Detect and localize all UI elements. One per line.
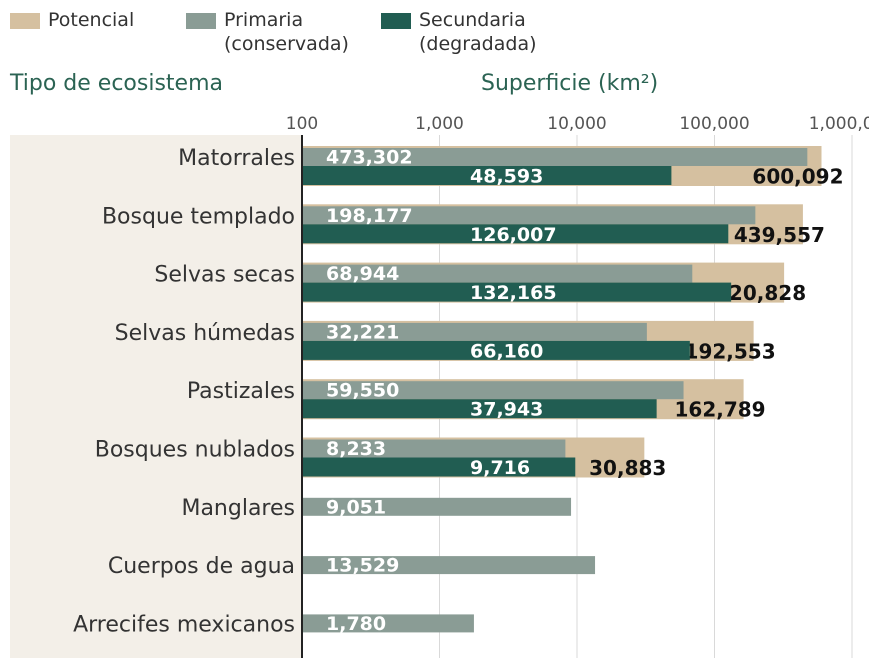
value-label: 162,789 bbox=[675, 398, 766, 422]
bar bbox=[302, 457, 576, 477]
value-label: 37,943 bbox=[470, 399, 543, 421]
category-label: Manglares bbox=[181, 496, 295, 521]
value-label: 8,233 bbox=[326, 438, 386, 460]
bar bbox=[302, 340, 690, 360]
legend-label: Primaria (conservada) bbox=[224, 9, 349, 55]
x-tick-label: 10,000 bbox=[547, 114, 606, 134]
value-label: 32,221 bbox=[326, 321, 399, 343]
category-label: Matorrales bbox=[178, 146, 295, 171]
value-label: 30,883 bbox=[589, 456, 666, 480]
value-label: 66,160 bbox=[470, 340, 543, 362]
bar bbox=[302, 614, 474, 633]
bar bbox=[302, 224, 729, 244]
value-label: 9,051 bbox=[326, 496, 386, 518]
value-label: 198,177 bbox=[326, 205, 413, 227]
x-tick-label: 1,000 bbox=[415, 114, 464, 134]
legend-item: Potencial bbox=[10, 8, 134, 32]
legend-item: Primaria (conservada) bbox=[186, 8, 349, 56]
value-label: 68,944 bbox=[326, 263, 399, 285]
value-label: 48,593 bbox=[470, 166, 543, 188]
value-label: 192,553 bbox=[685, 339, 776, 363]
bar bbox=[302, 497, 572, 516]
bar bbox=[302, 148, 808, 166]
y-axis-title: Tipo de ecosistema bbox=[9, 71, 223, 96]
legend-swatch bbox=[381, 13, 411, 29]
value-label: 59,550 bbox=[326, 380, 399, 402]
value-label: 600,092 bbox=[752, 165, 843, 189]
x-tick-label: 100,000 bbox=[679, 114, 749, 134]
value-label: 126,007 bbox=[470, 224, 557, 246]
bar bbox=[302, 322, 647, 341]
category-label: Bosques nublados bbox=[95, 438, 295, 463]
bar bbox=[302, 399, 657, 419]
value-label: 9,716 bbox=[470, 457, 530, 479]
bar bbox=[302, 439, 566, 458]
value-label: 439,557 bbox=[734, 223, 825, 247]
label-panel bbox=[10, 135, 302, 658]
category-label: Selvas húmedas bbox=[115, 321, 295, 346]
x-axis-title: Superficie (km²) bbox=[481, 71, 658, 96]
bar bbox=[302, 556, 596, 575]
bar bbox=[302, 381, 684, 400]
legend-item: Secundaria (degradada) bbox=[381, 8, 551, 56]
value-label: 13,529 bbox=[326, 555, 399, 577]
category-label: Cuerpos de agua bbox=[108, 554, 295, 579]
bar bbox=[302, 206, 756, 225]
x-tick-label: 1,000,000 bbox=[809, 114, 869, 134]
value-label: 1,780 bbox=[326, 613, 386, 635]
legend-swatch bbox=[186, 13, 216, 29]
x-tick-label: 100 bbox=[286, 114, 318, 134]
category-label: Bosque templado bbox=[102, 204, 295, 229]
value-label: 132,165 bbox=[470, 282, 557, 304]
legend-label: Secundaria (degradada) bbox=[419, 9, 537, 55]
bar bbox=[302, 282, 732, 302]
bar bbox=[302, 264, 693, 283]
category-label: Selvas secas bbox=[154, 263, 295, 288]
category-label: Pastizales bbox=[187, 379, 295, 404]
legend-label: Potencial bbox=[48, 9, 135, 31]
bar bbox=[302, 166, 672, 185]
category-label: Arrecifes mexicanos bbox=[73, 612, 295, 637]
legend-swatch bbox=[10, 13, 40, 29]
value-label: 473,302 bbox=[326, 147, 413, 169]
